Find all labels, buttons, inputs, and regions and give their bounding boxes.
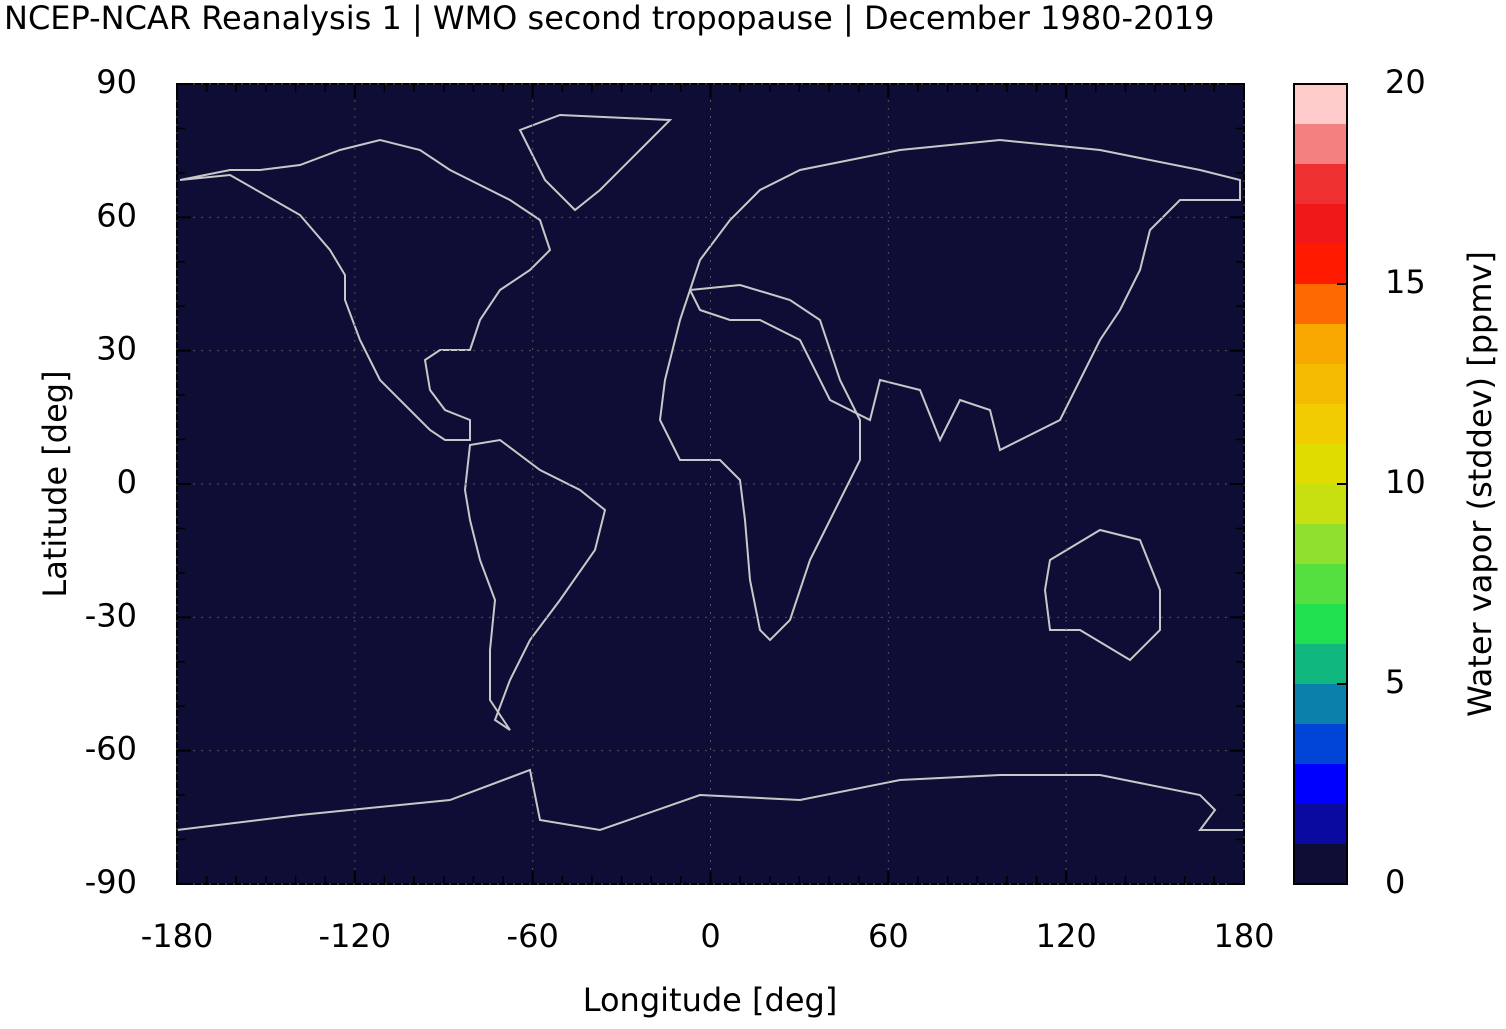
coastline — [688, 138, 1241, 452]
colorbar-bin — [1294, 204, 1347, 244]
colorbar-tick-label: 10 — [1385, 463, 1426, 501]
x-tick-label: -180 — [141, 917, 214, 955]
colorbar-bin — [1294, 124, 1347, 164]
y-tick-label: 60 — [96, 196, 137, 234]
colorbar-bin — [1294, 244, 1347, 284]
coastlines — [176, 113, 1244, 832]
x-tick-label: 180 — [1213, 917, 1274, 955]
y-axis-label: Latitude [deg] — [36, 370, 74, 597]
colorbar-bin — [1294, 404, 1347, 444]
colorbar-bin — [1294, 444, 1347, 484]
y-tick-label: -60 — [85, 730, 137, 768]
coastline — [1043, 528, 1161, 662]
colorbar-bin — [1294, 524, 1347, 564]
colorbar-bin — [1294, 844, 1347, 884]
x-tick-label: 60 — [868, 917, 909, 955]
colorbar-bin — [1294, 684, 1347, 724]
y-tick-label: 0 — [117, 463, 137, 501]
colorbar-bin — [1294, 284, 1347, 324]
x-axis-label: Longitude [deg] — [583, 981, 838, 1019]
coastline — [463, 438, 607, 731]
colorbar-bin — [1294, 764, 1347, 804]
colorbar-bin — [1294, 324, 1347, 364]
colorbar-bin — [1294, 564, 1347, 604]
colorbar-bin — [1294, 164, 1347, 204]
colorbar-bin — [1294, 84, 1347, 124]
colorbar-label: Water vapor (stddev) [ppmv] — [1461, 251, 1499, 717]
y-tick-label: 30 — [96, 330, 137, 368]
y-tick-label: 90 — [96, 63, 137, 101]
colorbar-bin — [1294, 724, 1347, 764]
chart-title: NCEP-NCAR Reanalysis 1 | WMO second trop… — [4, 0, 1215, 37]
x-tick-label: 120 — [1036, 917, 1097, 955]
colorbar-tick-label: 0 — [1385, 863, 1405, 901]
colorbar-bin — [1294, 604, 1347, 644]
coastline — [179, 138, 552, 441]
y-tick-label: -90 — [85, 863, 137, 901]
colorbar-bin — [1294, 364, 1347, 404]
x-tick-label: -120 — [319, 917, 392, 955]
coastline — [658, 283, 861, 642]
coastline — [176, 768, 1244, 832]
x-tick-label: 0 — [700, 917, 720, 955]
colorbar-bin — [1294, 644, 1347, 684]
colorbar-bin — [1294, 484, 1347, 524]
colorbar-tick-label: 20 — [1385, 63, 1426, 101]
colorbar-bin — [1294, 804, 1347, 844]
coastline — [518, 113, 673, 212]
colorbar-tick-label: 5 — [1385, 663, 1405, 701]
x-tick-label: -60 — [507, 917, 559, 955]
y-tick-label: -30 — [85, 596, 137, 634]
colorbar-tick-label: 15 — [1385, 263, 1426, 301]
